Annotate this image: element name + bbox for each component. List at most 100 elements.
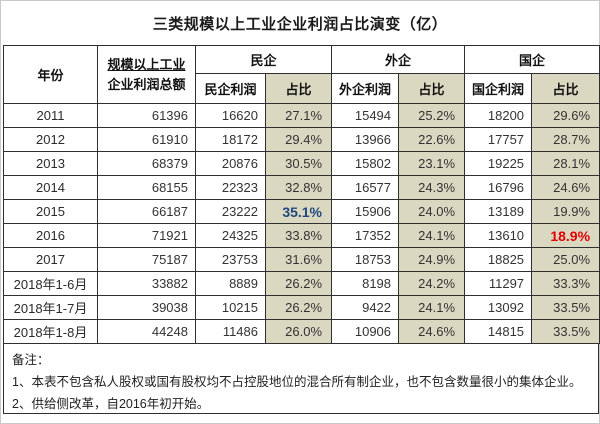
private-share-cell: 32.8% <box>264 175 333 200</box>
private-share-cell: 26.2% <box>264 295 333 320</box>
foreign-share-cell: 24.0% <box>398 199 466 224</box>
foreign-profit-cell: 16577 <box>331 175 400 200</box>
foreign-profit-cell: 9422 <box>331 295 400 320</box>
state-profit-cell: 18200 <box>464 103 533 128</box>
table-row: 2013 68379 20876 30.5% 15802 23.1% 19225… <box>3 151 600 176</box>
state-profit-cell: 14815 <box>464 319 533 344</box>
year-cell: 2014 <box>3 175 98 200</box>
total-cell: 66187 <box>97 199 196 224</box>
state-profit-cell: 18825 <box>464 247 533 272</box>
state-share-cell: 33.3% <box>531 271 600 296</box>
year-cell: 2011 <box>3 103 98 128</box>
total-cell: 33882 <box>97 271 196 296</box>
foreign-share-cell: 22.6% <box>398 127 466 152</box>
state-profit-cell: 16796 <box>464 175 533 200</box>
foreign-share-header: 占比 <box>398 73 466 104</box>
total-profit-column-header: 规模以上工业 企业利润总额 <box>97 45 196 104</box>
foreign-share-cell: 24.9% <box>398 247 466 272</box>
private-profit-cell: 20876 <box>195 151 266 176</box>
private-profit-cell: 8889 <box>195 271 266 296</box>
table-row: 2018年1-6月 33882 8889 26.2% 8198 24.2% 11… <box>3 271 600 296</box>
state-share-cell: 29.6% <box>531 103 600 128</box>
year-cell: 2015 <box>3 199 98 224</box>
foreign-profit-header: 外企利润 <box>331 73 400 104</box>
state-share-cell-highlight-red: 18.9% <box>531 223 600 248</box>
foreign-share-cell: 24.1% <box>398 295 466 320</box>
total-header-line1: 规模以上工业 <box>107 57 186 72</box>
foreign-profit-cell: 15494 <box>331 103 400 128</box>
foreign-profit-cell: 10906 <box>331 319 400 344</box>
table-row: 2011 61396 16620 27.1% 15494 25.2% 18200… <box>3 103 600 128</box>
group-header-private: 民企 <box>194 45 333 74</box>
private-profit-cell: 10215 <box>195 295 266 320</box>
private-share-cell-highlight-blue: 35.1% <box>264 199 333 224</box>
year-cell: 2013 <box>3 151 98 176</box>
group-header-state: 国企 <box>464 45 600 74</box>
foreign-profit-cell: 15802 <box>331 151 400 176</box>
state-profit-cell: 17757 <box>464 127 533 152</box>
total-cell: 68155 <box>97 175 196 200</box>
private-share-cell: 33.8% <box>264 223 333 248</box>
profit-share-table: 年份 规模以上工业 企业利润总额 民企 外企 国企 民企利润 占比 外企利润 占… <box>3 45 600 344</box>
private-profit-cell: 16620 <box>195 103 266 128</box>
total-header-line2: 企业利润总额 <box>107 76 186 92</box>
table-row: 2014 68155 22323 32.8% 16577 24.3% 16796… <box>3 175 600 200</box>
foreign-profit-cell: 17352 <box>331 223 400 248</box>
year-cell: 2017 <box>3 247 98 272</box>
total-cell: 61396 <box>97 103 196 128</box>
foreign-profit-cell: 18753 <box>331 247 400 272</box>
group-header-foreign: 外企 <box>331 45 466 74</box>
table-row: 2012 61910 18172 29.4% 13966 22.6% 17757… <box>3 127 600 152</box>
total-cell: 71921 <box>97 223 196 248</box>
table-row: 2018年1-8月 44248 11486 26.0% 10906 24.6% … <box>3 319 600 344</box>
foreign-share-cell: 25.2% <box>398 103 466 128</box>
private-profit-cell: 23222 <box>195 199 266 224</box>
state-profit-cell: 13189 <box>464 199 533 224</box>
state-profit-cell: 13092 <box>464 295 533 320</box>
state-share-cell: 33.5% <box>531 295 600 320</box>
notes-box: 备注： 1、本表不包含私人股权或国有股权均不占控股地位的混合所有制企业，也不包含… <box>3 343 599 414</box>
state-profit-cell: 13610 <box>464 223 533 248</box>
private-profit-cell: 23753 <box>195 247 266 272</box>
year-column-header: 年份 <box>3 45 98 104</box>
private-share-cell: 30.5% <box>264 151 333 176</box>
state-share-cell: 28.7% <box>531 127 600 152</box>
table-row: 2018年1-7月 39038 10215 26.2% 9422 24.1% 1… <box>3 295 600 320</box>
total-cell: 39038 <box>97 295 196 320</box>
foreign-profit-cell: 15906 <box>331 199 400 224</box>
table-row: 2016 71921 24325 33.8% 17352 24.1% 13610… <box>3 223 600 248</box>
foreign-share-cell: 24.6% <box>398 319 466 344</box>
state-profit-cell: 11297 <box>464 271 533 296</box>
note-2: 2、供给侧改革，自2016年初开始。 <box>12 397 210 411</box>
total-cell: 44248 <box>97 319 196 344</box>
total-cell: 75187 <box>97 247 196 272</box>
note-1: 1、本表不包含私人股权或国有股权均不占控股地位的混合所有制企业，也不包含数量很小… <box>12 375 582 389</box>
private-share-cell: 27.1% <box>264 103 333 128</box>
year-cell: 2012 <box>3 127 98 152</box>
private-share-cell: 26.2% <box>264 271 333 296</box>
private-share-cell: 31.6% <box>264 247 333 272</box>
table-row: 2017 75187 23753 31.6% 18753 24.9% 18825… <box>3 247 600 272</box>
total-cell: 61910 <box>97 127 196 152</box>
state-profit-cell: 19225 <box>464 151 533 176</box>
state-share-cell: 19.9% <box>531 199 600 224</box>
foreign-share-cell: 24.3% <box>398 175 466 200</box>
foreign-share-cell: 23.1% <box>398 151 466 176</box>
private-share-header: 占比 <box>264 73 333 104</box>
state-share-cell: 28.1% <box>531 151 600 176</box>
year-cell: 2018年1-7月 <box>3 295 98 320</box>
foreign-share-cell: 24.2% <box>398 271 466 296</box>
private-profit-cell: 11486 <box>195 319 266 344</box>
state-share-header: 占比 <box>531 73 600 104</box>
foreign-profit-cell: 13966 <box>331 127 400 152</box>
state-share-cell: 33.5% <box>531 319 600 344</box>
foreign-share-cell: 24.1% <box>398 223 466 248</box>
page-title: 三类规模以上工业企业利润占比演变（亿） <box>152 15 448 33</box>
private-profit-cell: 18172 <box>195 127 266 152</box>
state-share-cell: 25.0% <box>531 247 600 272</box>
year-cell: 2016 <box>3 223 98 248</box>
notes-label: 备注： <box>12 353 50 367</box>
private-profit-header: 民企利润 <box>195 73 266 104</box>
private-share-cell: 29.4% <box>264 127 333 152</box>
year-cell: 2018年1-6月 <box>3 271 98 296</box>
